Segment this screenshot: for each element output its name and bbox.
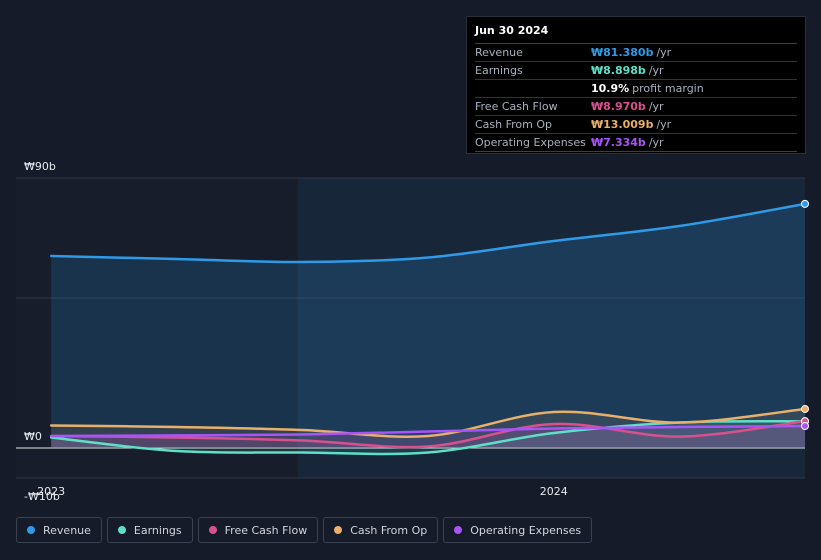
legend-dot-icon	[27, 526, 35, 534]
tooltip-row-earnings: Earnings ₩8.898b /yr	[475, 62, 797, 80]
legend-item-revenue[interactable]: Revenue	[16, 517, 102, 543]
tooltip-row-profit-margin: 10.9% profit margin	[475, 80, 797, 98]
tooltip-label: Free Cash Flow	[475, 100, 558, 113]
line-free-cash-flow	[49, 419, 807, 449]
tooltip-unit: profit margin	[632, 82, 704, 95]
legend-label: Operating Expenses	[470, 523, 582, 537]
tooltip-date: Jun 30 2024	[475, 23, 797, 44]
series-lines	[49, 202, 807, 456]
tooltip-row-cash-from-op: Cash From Op ₩13.009b /yr	[475, 116, 797, 134]
tooltip-label: Cash From Op	[475, 118, 553, 131]
tooltip-label: Revenue	[475, 46, 523, 59]
legend-dot-icon	[208, 526, 217, 534]
y-axis-labels: ₩90b ₩0 -₩10b	[24, 160, 60, 503]
series-endpoints	[801, 199, 809, 431]
line-cash-from-op	[49, 407, 807, 438]
y-tick-label: ₩0	[24, 430, 42, 443]
legend-label: Revenue	[43, 523, 91, 537]
legend-dot-icon	[117, 526, 126, 534]
area-free-cash-flow	[51, 421, 805, 448]
legend-item-operating-expenses[interactable]: Operating Expenses	[443, 517, 593, 543]
legend-label: Cash From Op	[350, 523, 428, 537]
line-revenue	[49, 202, 807, 264]
legend-label: Free Cash Flow	[224, 523, 308, 537]
tooltip-row-free-cash-flow: Free Cash Flow ₩8.970b /yr	[475, 98, 797, 116]
tooltip-unit: /yr	[648, 64, 664, 77]
legend-label: Earnings	[133, 523, 182, 537]
tooltip-value: ₩13.009b	[591, 118, 654, 131]
x-tick-label: 2024	[540, 485, 568, 498]
y-tick-label: ₩90b	[24, 160, 56, 173]
tooltip-unit: /yr	[648, 136, 664, 149]
legend-dot-icon	[334, 526, 343, 534]
legend-item-free-cash-flow[interactable]: Free Cash Flow	[197, 517, 319, 543]
chart-legend: Revenue Earnings Free Cash Flow Cash Fro…	[16, 517, 593, 545]
tooltip-unit: /yr	[656, 118, 672, 131]
area-revenue	[51, 203, 805, 448]
y-tick-label: -₩10b	[24, 490, 60, 503]
tooltip-row-operating-expenses: Operating Expenses ₩7.334b /yr	[475, 134, 797, 152]
endpoint-operating-expenses	[801, 422, 809, 431]
tooltip-value: 10.9%	[591, 82, 630, 95]
endpoint-cash-from-op	[801, 404, 809, 413]
x-axis-labels: 2023 2024	[37, 485, 568, 498]
tooltip-label: Operating Expenses	[475, 136, 586, 149]
tooltip-label: Earnings	[475, 64, 523, 77]
tooltip-value: ₩8.898b	[591, 64, 646, 77]
legend-item-earnings[interactable]: Earnings	[106, 517, 193, 543]
tooltip-label	[475, 80, 591, 97]
line-operating-expenses	[49, 424, 807, 438]
legend-dot-icon	[454, 526, 463, 534]
x-tick-label: 2023	[37, 485, 65, 498]
legend-item-cash-from-op[interactable]: Cash From Op	[323, 517, 439, 543]
tooltip-row-revenue: Revenue ₩81.380b /yr	[475, 44, 797, 62]
tooltip-value: ₩81.380b	[591, 46, 654, 59]
tooltip-unit: /yr	[656, 46, 672, 59]
endpoint-revenue	[801, 199, 809, 208]
tooltip-value: ₩7.334b	[591, 136, 646, 149]
tooltip-value: ₩8.970b	[591, 100, 646, 113]
tooltip-unit: /yr	[648, 100, 664, 113]
hover-tooltip: Jun 30 2024 Revenue ₩81.380b /yr Earning…	[466, 16, 806, 154]
